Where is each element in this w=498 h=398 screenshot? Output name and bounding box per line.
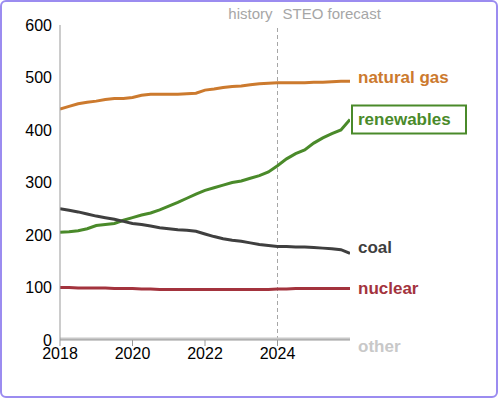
svg-text:600: 600 (25, 17, 52, 34)
svg-text:0: 0 (43, 332, 52, 349)
svg-text:300: 300 (25, 174, 52, 191)
svg-text:200: 200 (25, 227, 52, 244)
svg-text:2020: 2020 (115, 345, 151, 362)
svg-text:nuclear: nuclear (358, 279, 419, 298)
svg-text:2018: 2018 (42, 345, 78, 363)
svg-text:500: 500 (25, 69, 52, 86)
svg-text:natural gas: natural gas (358, 68, 449, 87)
svg-text:coal: coal (358, 238, 392, 257)
svg-text:2022: 2022 (187, 345, 223, 362)
svg-text:renewables: renewables (358, 110, 451, 129)
svg-text:2024: 2024 (260, 345, 296, 362)
svg-text:100: 100 (25, 279, 52, 296)
svg-text:400: 400 (25, 122, 52, 139)
svg-text:history: history (228, 5, 273, 22)
svg-text:STEO forecast: STEO forecast (283, 5, 382, 22)
svg-text:other: other (358, 337, 401, 356)
